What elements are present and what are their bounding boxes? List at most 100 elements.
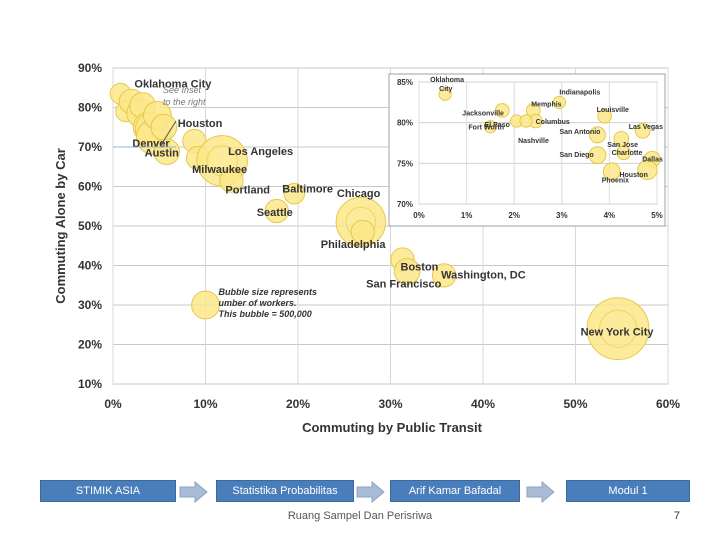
x-tick-label: 0% — [104, 397, 122, 411]
inset-y-tick-label: 80% — [397, 119, 413, 128]
arrow-icon — [526, 481, 555, 503]
size-legend-text: umber of workers. — [219, 298, 297, 308]
bubble — [150, 113, 178, 141]
inset-bubble — [483, 120, 498, 134]
bubble — [431, 263, 457, 288]
bubble — [283, 182, 306, 205]
inset-x-tick-label: 2% — [508, 211, 520, 220]
inset-bubble — [637, 159, 658, 180]
inset-labels: Oklahoma City Indianapolis Jacksonville Memp… — [430, 77, 663, 184]
inset-bubble — [552, 95, 567, 109]
inset-bubble — [589, 126, 606, 144]
inset-note: to the right — [163, 97, 206, 107]
inset-plot: 70% 75% 80% 85% 0% 1% 2% 3% 4% 5% — [388, 73, 666, 227]
inset-bubble — [494, 103, 510, 118]
bubble-inner-ring — [598, 309, 638, 348]
inset-y-tick-label: 75% — [397, 159, 413, 168]
bubble — [586, 297, 650, 361]
inset-bubble-label: San Jose — [607, 142, 638, 149]
footer-topic: Ruang Sampel Dan Perisriwa — [287, 510, 433, 522]
inset-x-tick-label: 1% — [461, 211, 473, 220]
bubble-label: New York City — [581, 327, 655, 339]
inset-bubble-label: Phoenix — [602, 177, 629, 184]
bubble-label: San Francisco — [366, 278, 441, 290]
inset-x-tick-label: 5% — [651, 211, 663, 220]
bubble-label: Oklahoma City — [134, 79, 212, 91]
x-tick-label: 10% — [193, 397, 217, 411]
bubble — [264, 198, 289, 224]
x-tick-label: 30% — [378, 397, 402, 411]
inset-note: See Inset — [163, 85, 202, 95]
inset-bubble-label: Memphis — [531, 101, 561, 108]
inset-y-tick-label: 85% — [397, 78, 413, 87]
footer-box-module: Modul 1 — [566, 480, 690, 502]
x-tick-label: 20% — [286, 397, 310, 411]
y-tick-label: 50% — [78, 219, 102, 233]
bubble-label: Boston — [401, 262, 439, 274]
y-tick-label: 40% — [78, 259, 102, 273]
houston-pointer — [160, 120, 177, 146]
size-legend-text: Bubble size represents — [219, 287, 318, 297]
inset-bubble-label: Dallas — [642, 156, 663, 163]
inset-bubble-label: Oklahoma — [430, 77, 464, 84]
y-axis-label: Commuting Alone by Car — [53, 148, 68, 304]
bubble-chart: 10%20%30%40%50%60%70%80%90%0% 10% 20% 30% 40… — [53, 61, 680, 435]
bubble-label: Chicago — [337, 188, 381, 200]
footer-box-course: Statistika Probabilitas — [216, 480, 354, 502]
inset-bubble — [616, 145, 632, 161]
bubble — [350, 219, 375, 245]
y-tick-label: 70% — [78, 140, 102, 154]
inset-y-tick-label: 70% — [397, 200, 413, 209]
x-tick-label: 50% — [563, 397, 587, 411]
bubble — [219, 168, 244, 193]
inset-bubble-label: Columbus — [536, 119, 570, 126]
bubble — [393, 258, 421, 285]
inset-bubble-label: Charlotte — [612, 150, 643, 157]
bubble — [191, 290, 220, 320]
arrow-icon — [179, 481, 208, 503]
main-labels: Oklahoma CityHoustonAustinDenverMilwauke… — [113, 79, 654, 339]
inset-bubble-label: Indianapolis — [559, 89, 600, 96]
inset-bubble — [588, 146, 607, 165]
inset-bubble — [597, 108, 612, 124]
inset-x-tick-label: 3% — [556, 211, 568, 220]
size-legend-text: This bubble = 500,000 — [219, 309, 312, 319]
inset-bubble-label: Nashville — [518, 138, 549, 145]
main-plot — [109, 82, 650, 361]
x-tick-label: 40% — [471, 397, 495, 411]
bubble-label: Milwaukee — [192, 164, 247, 176]
inset-bubble-label: Fort Worth — [468, 125, 504, 132]
inset-bubble — [438, 87, 452, 101]
x-tick-label: 60% — [656, 397, 680, 411]
y-tick-label: 30% — [78, 298, 102, 312]
arrow-icon — [356, 481, 385, 503]
inset-bubble-label: El Paso — [485, 122, 510, 129]
bubble-label: Houston — [178, 118, 223, 130]
inset-x-tick-label: 4% — [604, 211, 616, 220]
inset-x-tick-label: 0% — [413, 211, 425, 220]
bubble-label: Austin — [145, 148, 180, 160]
inset-bubble — [634, 122, 651, 139]
inset-bubble-label: City — [439, 86, 452, 93]
footer-box-author: Arif Kamar Bafadal — [390, 480, 520, 502]
inset-bubble-label: Jacksonville — [462, 110, 504, 117]
inset-bubble — [602, 162, 621, 181]
page-number: 7 — [673, 510, 680, 522]
y-tick-label: 90% — [78, 61, 102, 75]
inset-bubble-label: Houston — [619, 172, 647, 179]
inset-bubble-label: Louisville — [597, 107, 629, 114]
bubble-label: Los Angeles — [228, 146, 293, 158]
bubble-label: Portland — [225, 185, 270, 197]
bubble-label: Baltimore — [282, 184, 333, 196]
inset-bubble-label: San Antonio — [560, 129, 601, 136]
bubble — [153, 138, 181, 166]
y-tick-label: 10% — [78, 377, 102, 391]
footer-box-institution: STIMIK ASIA — [40, 480, 176, 502]
x-axis-label: Commuting by Public Transit — [302, 420, 483, 435]
bubble-label: Washington, DC — [441, 269, 526, 281]
y-tick-label: 20% — [78, 338, 102, 352]
inset-bubble-label: Las Vegas — [629, 124, 663, 131]
y-tick-label: 60% — [78, 180, 102, 194]
bubble-label: Philadelphia — [321, 239, 387, 251]
bubble-label: Seattle — [257, 207, 293, 219]
